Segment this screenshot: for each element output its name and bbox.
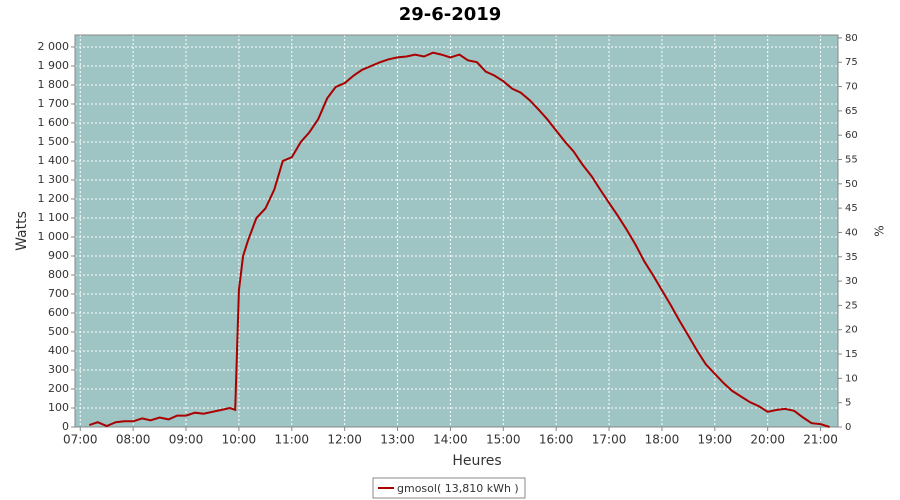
x-tick-label: 13:00 (380, 433, 415, 447)
y2-tick-label: 60 (845, 130, 858, 141)
y2-axis-label: % (873, 225, 887, 236)
y-tick-label: 1 100 (38, 211, 70, 224)
plot-area (75, 35, 838, 427)
y2-tick-label: 20 (845, 325, 858, 336)
y-tick-label: 2 000 (38, 40, 70, 53)
y2-tick-label: 80 (845, 33, 858, 44)
x-tick-label: 07:00 (63, 433, 98, 447)
y2-tick-label: 5 (845, 398, 851, 409)
x-tick-label: 09:00 (169, 433, 204, 447)
y-tick-label: 900 (48, 249, 69, 262)
y-tick-label: 1 200 (38, 192, 70, 205)
y-tick-label: 300 (48, 363, 69, 376)
y-tick-label: 700 (48, 287, 69, 300)
x-tick-label: 10:00 (222, 433, 257, 447)
y-tick-label: 800 (48, 268, 69, 281)
y2-tick-label: 35 (845, 252, 858, 263)
y2-tick-label: 55 (845, 155, 858, 166)
plot-border (74, 34, 839, 428)
x-axis-label: Heures (452, 453, 501, 469)
x-tick-label: 14:00 (433, 433, 468, 447)
x-tick-label: 19:00 (698, 433, 733, 447)
x-tick-label: 21:00 (803, 433, 838, 447)
data-line (88, 51, 830, 428)
x-tick-label: 16:00 (539, 433, 574, 447)
chart-title: 29-6-2019 (399, 4, 502, 25)
legend-box (372, 477, 526, 499)
y-tick-label: 1 600 (38, 116, 70, 129)
y-tick-label: 1 400 (38, 154, 70, 167)
x-tick-label: 17:00 (592, 433, 627, 447)
y2-tick-label: 40 (845, 227, 858, 238)
y-tick-label: 1 500 (38, 135, 70, 148)
y2-tick-label: 30 (845, 276, 858, 287)
y-tick-label: 1 300 (38, 173, 70, 186)
x-tick-label: 18:00 (645, 433, 680, 447)
y2-tick-label: 45 (845, 203, 858, 214)
y-tick-label: 0 (62, 420, 69, 433)
y-tick-label: 1 800 (38, 78, 70, 91)
x-tick-label: 08:00 (116, 433, 151, 447)
y-axis-label: Watts (14, 211, 30, 251)
x-tick-label: 20:00 (750, 433, 785, 447)
x-tick-label: 15:00 (486, 433, 521, 447)
y-tick-label: 500 (48, 325, 69, 338)
legend-label: gmosol( 13,810 kWh ) (397, 482, 519, 495)
y-tick-label: 1 000 (38, 230, 70, 243)
y-tick-label: 200 (48, 382, 69, 395)
y2-tick-label: 10 (845, 373, 858, 384)
y-tick-label: 100 (48, 401, 69, 414)
y-tick-label: 1 700 (38, 97, 70, 110)
y-tick-label: 400 (48, 344, 69, 357)
x-tick-label: 12:00 (327, 433, 362, 447)
y2-tick-label: 15 (845, 349, 858, 360)
y2-tick-label: 50 (845, 179, 858, 190)
y-tick-label: 600 (48, 306, 69, 319)
y2-tick-label: 25 (845, 300, 858, 311)
y2-tick-label: 65 (845, 106, 858, 117)
y-tick-label: 1 900 (38, 59, 70, 72)
y2-tick-label: 0 (845, 422, 851, 433)
y2-tick-label: 75 (845, 57, 858, 68)
y2-tick-label: 70 (845, 82, 858, 93)
x-tick-label: 11:00 (274, 433, 309, 447)
